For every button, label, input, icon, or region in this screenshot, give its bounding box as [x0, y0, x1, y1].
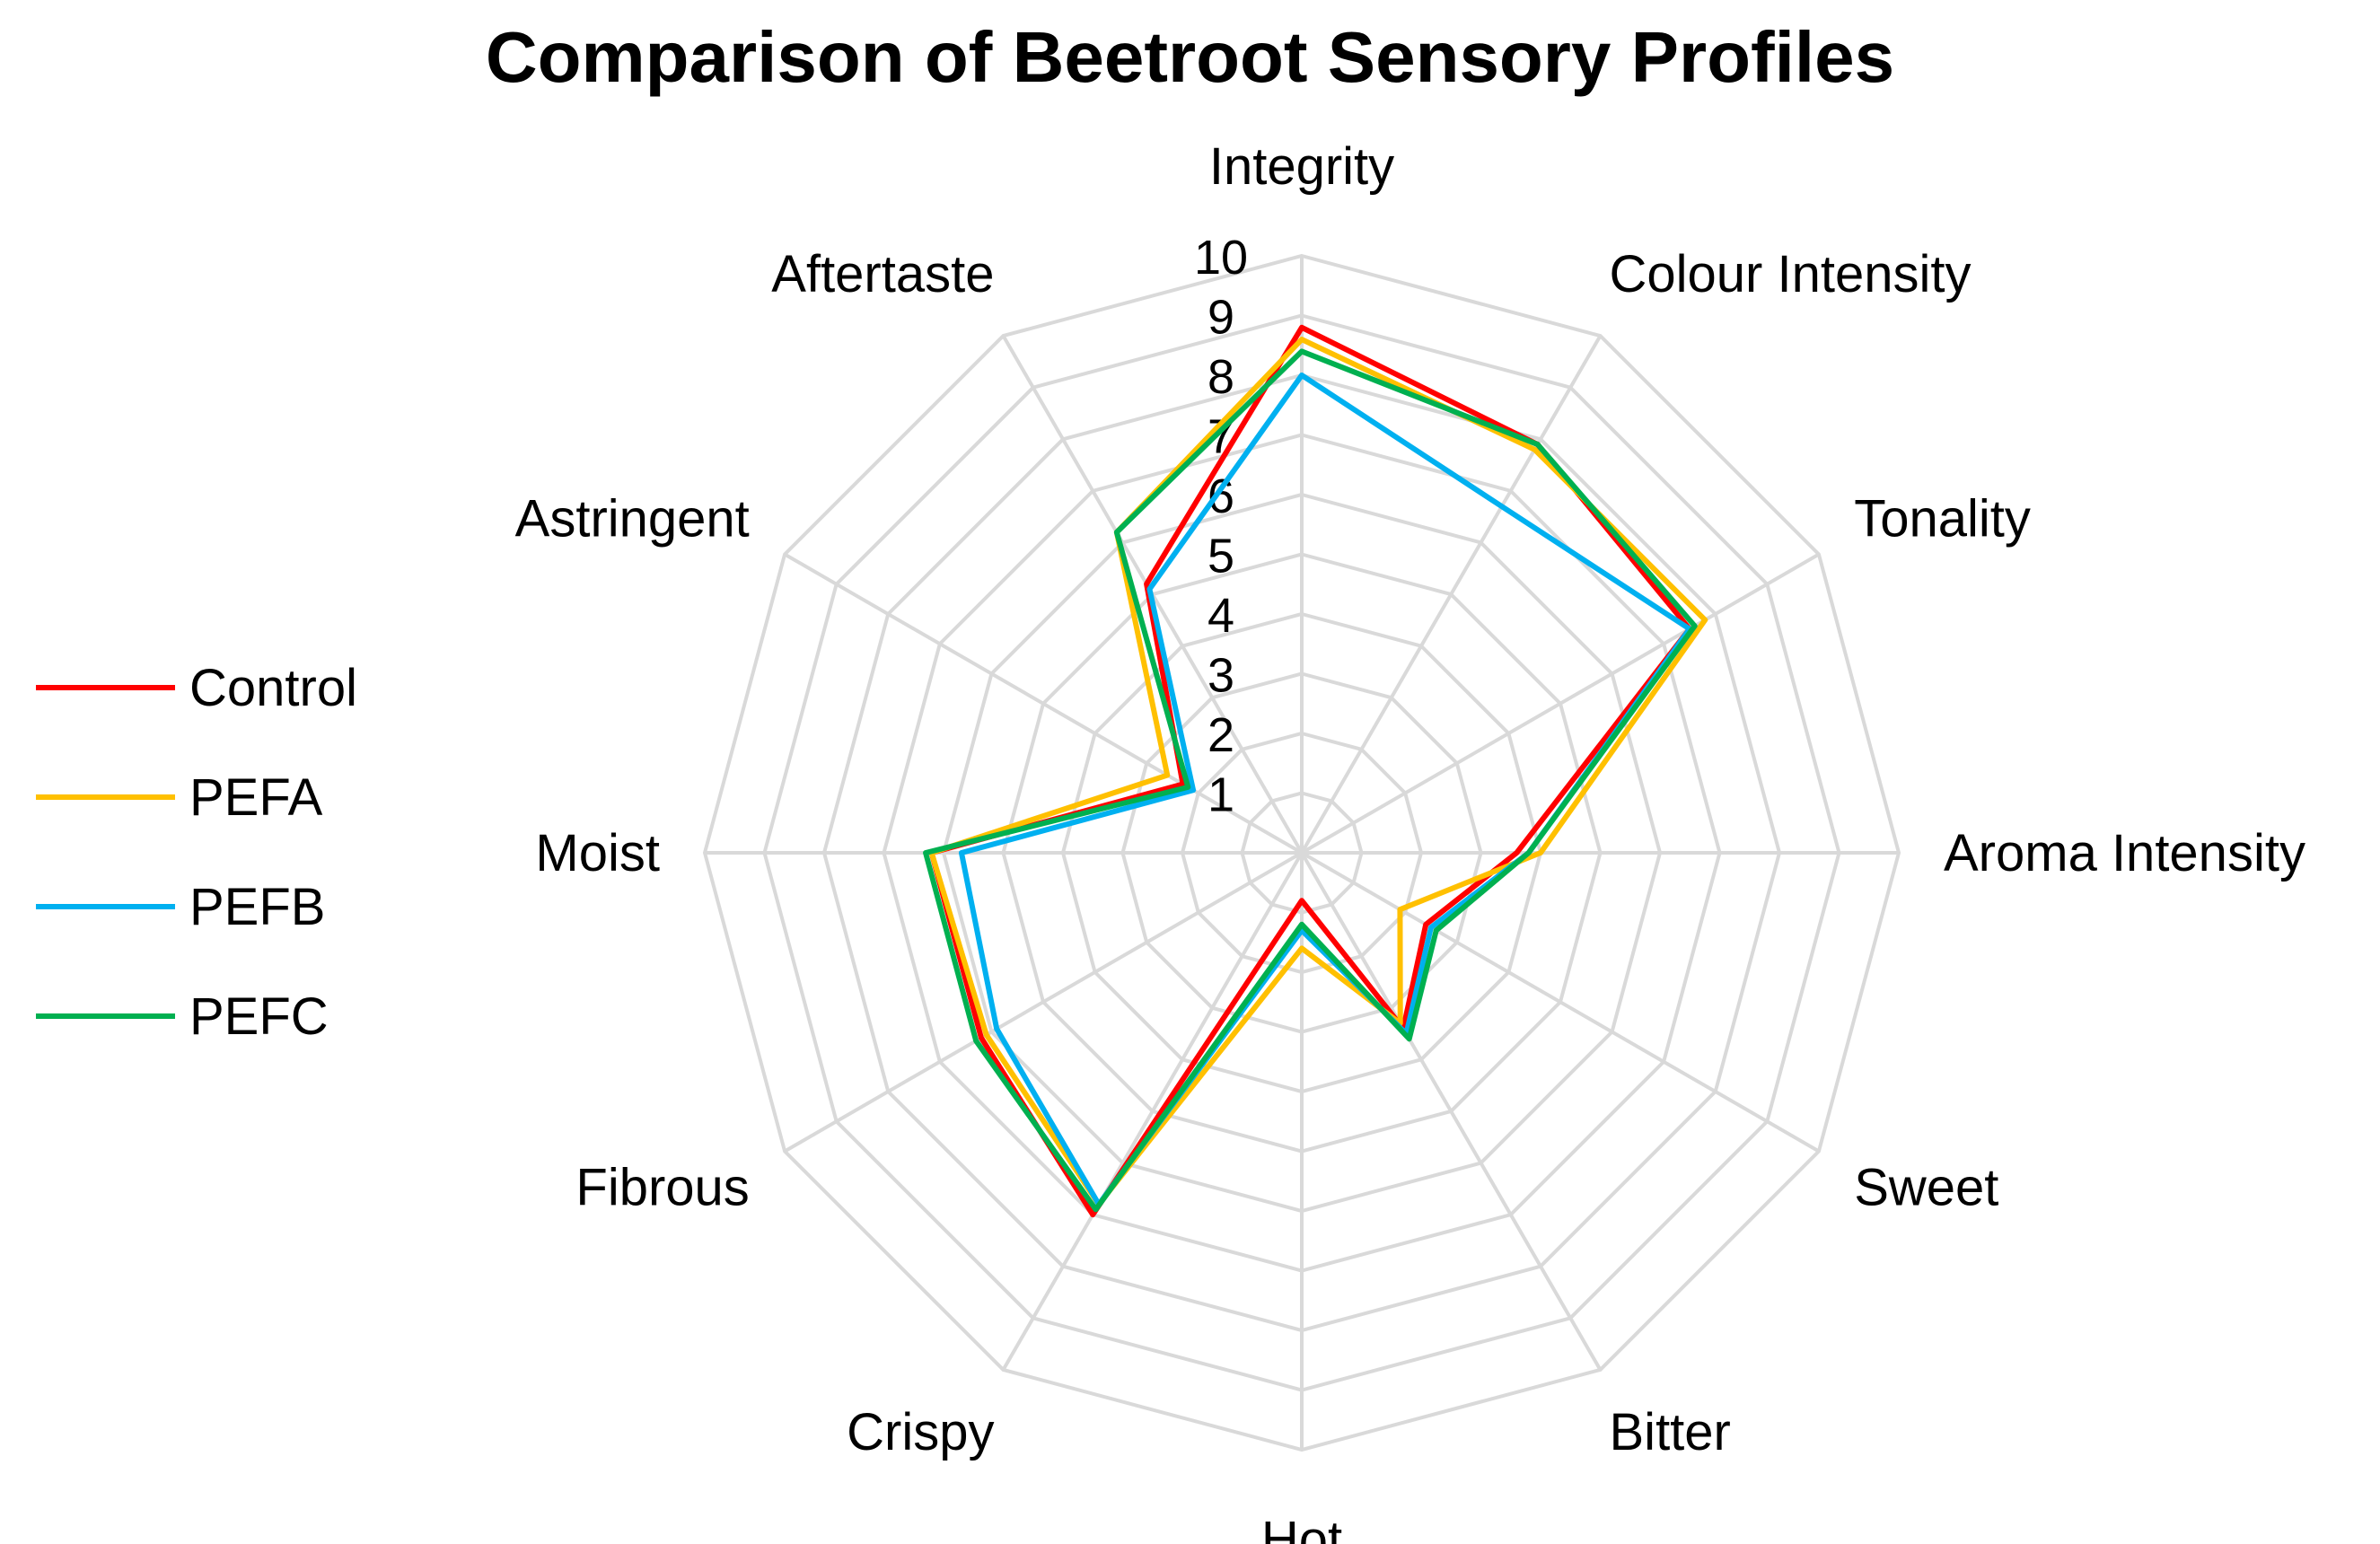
legend-item-pefa: PEFA [36, 742, 357, 852]
axis-label-fibrous: Fibrous [575, 1159, 749, 1217]
legend-item-control: Control [36, 633, 357, 742]
grid-spoke [1300, 851, 1820, 1154]
axis-label-integrity: Integrity [1209, 137, 1394, 196]
radar-grid [702, 253, 1901, 1452]
axis-label-sweet: Sweet [1854, 1159, 1998, 1217]
series-line-pefc [923, 348, 1698, 1213]
legend-label: PEFB [189, 877, 326, 936]
legend-swatch [36, 685, 175, 690]
axis-labels: Integrity Colour Intensity Tonality Aroma I… [515, 137, 2305, 1544]
axis-label-aftertaste: Aftertaste [771, 245, 994, 303]
legend-swatch [36, 1013, 175, 1019]
grid-spoke [784, 851, 1303, 1154]
axis-label-hot: Hot [1261, 1511, 1342, 1544]
grid-spoke [1300, 335, 1603, 855]
legend-label: PEFA [189, 768, 323, 827]
legend-item-pefb: PEFB [36, 852, 357, 961]
series-line-pefa [928, 337, 1708, 1207]
axis-label-bitter: Bitter [1610, 1403, 1731, 1461]
tick-label-2: 2 [1208, 708, 1234, 762]
axis-label-aroma-intensity: Aroma Intensity [1944, 824, 2305, 882]
tick-label-5: 5 [1208, 530, 1234, 583]
legend-label: Control [189, 658, 357, 717]
tick-label-1: 1 [1208, 768, 1234, 822]
axis-label-tonality: Tonality [1854, 490, 2031, 548]
tick-label-10: 10 [1194, 231, 1248, 285]
grid-spoke [1300, 851, 1603, 1371]
grid-spoke [1300, 552, 1820, 855]
legend-swatch [36, 794, 175, 800]
grid-spoke [1001, 851, 1304, 1371]
series-lines [923, 324, 1708, 1218]
legend-label: PEFC [189, 987, 329, 1046]
axis-label-colour-intensity: Colour Intensity [1610, 245, 1972, 303]
tick-label-9: 9 [1208, 291, 1234, 345]
axis-label-astringent: Astringent [515, 490, 750, 548]
axis-label-crispy: Crispy [847, 1403, 994, 1461]
legend: Control PEFA PEFB PEFC [36, 633, 357, 1071]
tick-label-8: 8 [1208, 350, 1234, 404]
grid-spoke [784, 552, 1303, 855]
tick-label-3: 3 [1208, 649, 1234, 703]
chart-title: Comparison of Beetroot Sensory Profiles [485, 17, 1895, 97]
legend-item-pefc: PEFC [36, 961, 357, 1071]
legend-swatch [36, 904, 175, 909]
tick-label-4: 4 [1208, 589, 1234, 643]
axis-label-moist: Moist [535, 824, 660, 882]
series-line-control [928, 324, 1692, 1218]
